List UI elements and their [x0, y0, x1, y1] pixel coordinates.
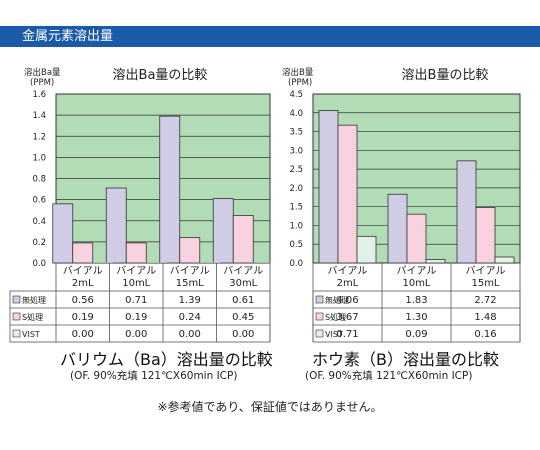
- b-data-label: 2.72: [474, 295, 496, 306]
- ba-ytick: 1.0: [32, 153, 46, 163]
- ba-title: 溶出Ba量の比較: [113, 68, 208, 83]
- b-data-label: 1.30: [405, 312, 427, 323]
- b-data-label: 0.71: [336, 329, 358, 340]
- b-bar: [456, 160, 477, 264]
- ba-group: 溶出Ba量の比較 溶出Ba量(PPM) 0.0 0.2 0.4 0.6 0.8 1.0 1.2 1…: [9, 67, 274, 343]
- ba-bar: [232, 215, 254, 264]
- ba-data-label: 0.00: [72, 329, 94, 340]
- ba-bar: [159, 115, 181, 264]
- b-bar: [387, 193, 408, 264]
- ba-category-label: バイアル: [116, 265, 156, 277]
- ba-bar: [179, 237, 201, 264]
- b-category-label: バイアル: [466, 265, 506, 277]
- ba-data-label: 0.56: [72, 295, 94, 306]
- ba-ytick: 0.0: [32, 259, 46, 269]
- b-legend-label: VIST: [325, 330, 343, 339]
- b-category-label: 15mL: [471, 278, 499, 289]
- b-ytick: 0.5: [289, 240, 303, 250]
- ba-ytick: 1.6: [32, 90, 46, 100]
- b-category-label: バイアル: [397, 265, 437, 277]
- b-bar: [494, 256, 515, 264]
- b-bar: [475, 207, 496, 264]
- ba-data-label: 0.19: [72, 312, 94, 323]
- ba-category-label: 30mL: [229, 278, 257, 289]
- ba-data-label: 0.45: [232, 312, 254, 323]
- ba-ylabel: 溶出Ba量: [24, 67, 61, 78]
- b-group: 溶出B量の比較 溶出B量(PPM) 0.0 0.5 1.0 1.5 2.0 2.5 3.0 3.5…: [282, 67, 521, 343]
- ba-caption: バリウム（Ba）溶出量の比較: [60, 350, 273, 369]
- section-title: 金属元素溶出量: [22, 29, 114, 44]
- ba-legend-label: VIST: [22, 330, 40, 339]
- b-ytick: 1.0: [289, 221, 303, 231]
- ba-bar: [212, 198, 234, 264]
- b-ylabel: 溶出B量: [282, 67, 314, 78]
- ba-data-label: 0.71: [125, 295, 147, 306]
- b-legend-swatch: [315, 295, 324, 304]
- ba-data-label: 0.24: [179, 312, 201, 323]
- b-category-label: 10mL: [402, 278, 430, 289]
- b-category-label: 2mL: [337, 278, 359, 289]
- ba-bar: [52, 203, 74, 264]
- ba-bar: [105, 187, 127, 264]
- b-ytick: 4.5: [289, 90, 303, 100]
- ba-data-label: 0.19: [125, 312, 147, 323]
- b-ytick: 4.0: [289, 109, 303, 119]
- ba-legend-label: S処理: [22, 312, 43, 322]
- b-bar: [406, 213, 427, 264]
- b-title: 溶出B量の比較: [402, 68, 489, 83]
- ba-data-label: 0.00: [179, 329, 201, 340]
- ba-bar: [72, 242, 94, 264]
- b-data-label: 1.83: [405, 295, 427, 306]
- b-caption: ホウ素（B）溶出量の比較: [312, 350, 499, 369]
- ba-category-label: バイアル: [170, 265, 210, 277]
- ba-data-label: 0.00: [232, 329, 254, 340]
- ba-ytick: 0.6: [32, 196, 46, 206]
- ba-category-label: 2mL: [72, 278, 94, 289]
- ba-yunit: (PPM): [30, 78, 54, 88]
- b-yunit: (PPM): [288, 78, 312, 88]
- b-ytick: 1.5: [289, 203, 303, 213]
- ba-data-label: 1.39: [179, 295, 201, 306]
- ba-legend-swatch: [12, 312, 21, 321]
- ba-category-label: バイアル: [223, 265, 263, 277]
- ba-legend-swatch: [12, 295, 21, 304]
- b-data-label: 1.48: [474, 312, 496, 323]
- ba-ytick: 0.8: [32, 175, 46, 185]
- b-bar: [318, 110, 339, 264]
- ba-category-label: 15mL: [176, 278, 204, 289]
- b-legend-label: 無処理: [325, 295, 349, 305]
- ba-ytick: 0.2: [32, 238, 46, 248]
- ba-bar: [125, 242, 147, 264]
- b-bar: [356, 235, 377, 264]
- b-ytick: 2.0: [289, 184, 303, 194]
- b-ytick: 0.0: [289, 259, 303, 269]
- b-ytick: 3.0: [289, 146, 303, 156]
- ba-category-label: 10mL: [122, 278, 150, 289]
- ba-ytick: 1.4: [32, 111, 46, 121]
- b-legend-swatch: [315, 329, 324, 338]
- b-legend-swatch: [315, 312, 324, 321]
- b-ytick: 2.5: [289, 165, 303, 175]
- ba-data-label: 0.00: [125, 329, 147, 340]
- b-caption-sub: (OF. 90%充填 121℃X60min ICP): [305, 370, 473, 382]
- section-header: 金属元素溶出量: [0, 26, 540, 47]
- b-data-label: 0.16: [474, 329, 496, 340]
- ba-ytick: 1.2: [32, 132, 46, 142]
- b-bar: [425, 259, 446, 264]
- ba-caption-sub: (OF. 90%充填 121℃X60min ICP): [70, 370, 238, 382]
- ba-ytick: 0.4: [32, 217, 46, 227]
- b-data-label: 4.06: [336, 295, 358, 306]
- ba-legend-label: 無処理: [22, 295, 46, 305]
- ba-legend-swatch: [12, 329, 21, 338]
- disclaimer-note: ※参考値であり、保証値ではありません。: [157, 400, 383, 414]
- b-data-label: 3.67: [336, 312, 358, 323]
- b-category-label: バイアル: [328, 265, 368, 277]
- b-bar: [337, 124, 358, 264]
- ba-data-label: 0.61: [232, 295, 254, 306]
- b-ytick: 3.5: [289, 128, 303, 138]
- b-legend-label: S処理: [325, 312, 346, 322]
- ba-category-label: バイアル: [63, 265, 103, 277]
- b-data-label: 0.09: [405, 329, 427, 340]
